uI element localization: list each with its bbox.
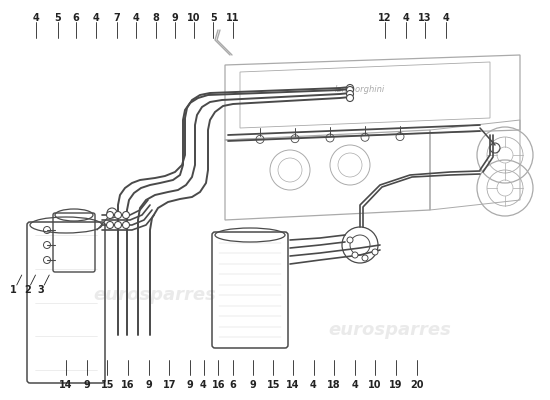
- Text: 4: 4: [442, 13, 449, 23]
- Text: 20: 20: [410, 380, 424, 390]
- Circle shape: [346, 86, 354, 94]
- Circle shape: [372, 249, 378, 255]
- Text: 9: 9: [145, 380, 152, 390]
- Text: 9: 9: [172, 13, 178, 23]
- Text: 4: 4: [200, 380, 207, 390]
- Text: 4: 4: [32, 13, 39, 23]
- Text: eurosparres: eurosparres: [94, 286, 217, 304]
- Text: 9: 9: [250, 380, 256, 390]
- Text: 4: 4: [133, 13, 140, 23]
- Text: 10: 10: [188, 13, 201, 23]
- Text: 4: 4: [403, 13, 409, 23]
- Circle shape: [114, 212, 122, 218]
- Text: 6: 6: [73, 13, 79, 23]
- Text: 4: 4: [351, 380, 358, 390]
- Circle shape: [114, 222, 122, 228]
- Text: 18: 18: [327, 380, 340, 390]
- Circle shape: [347, 237, 353, 243]
- Text: 7: 7: [114, 13, 120, 23]
- Text: 5: 5: [54, 13, 61, 23]
- Circle shape: [346, 90, 354, 98]
- Text: eurosparres: eurosparres: [328, 321, 452, 339]
- Text: 2: 2: [24, 285, 31, 295]
- Circle shape: [352, 252, 358, 258]
- Text: 14: 14: [59, 380, 73, 390]
- Text: 13: 13: [419, 13, 432, 23]
- Text: 9: 9: [186, 380, 193, 390]
- Circle shape: [107, 222, 113, 228]
- Circle shape: [123, 212, 129, 218]
- Text: 3: 3: [38, 285, 45, 295]
- Text: 11: 11: [226, 13, 239, 23]
- Text: 9: 9: [84, 380, 90, 390]
- Circle shape: [107, 212, 113, 218]
- Text: 1: 1: [10, 285, 17, 295]
- Text: 12: 12: [378, 13, 392, 23]
- Circle shape: [346, 94, 354, 102]
- Circle shape: [362, 255, 368, 261]
- Text: 19: 19: [389, 380, 403, 390]
- Circle shape: [346, 84, 354, 92]
- Text: 16: 16: [212, 380, 225, 390]
- Text: 16: 16: [121, 380, 134, 390]
- Text: 14: 14: [287, 380, 300, 390]
- Text: 4: 4: [93, 13, 100, 23]
- Text: 17: 17: [163, 380, 176, 390]
- Text: 8: 8: [152, 13, 159, 23]
- Text: 5: 5: [210, 13, 217, 23]
- Text: 15: 15: [267, 380, 280, 390]
- Text: 15: 15: [101, 380, 114, 390]
- Circle shape: [123, 222, 129, 228]
- Text: 6: 6: [229, 380, 236, 390]
- Text: 4: 4: [310, 380, 317, 390]
- Text: 10: 10: [368, 380, 382, 390]
- Text: lamborghini: lamborghini: [335, 86, 385, 94]
